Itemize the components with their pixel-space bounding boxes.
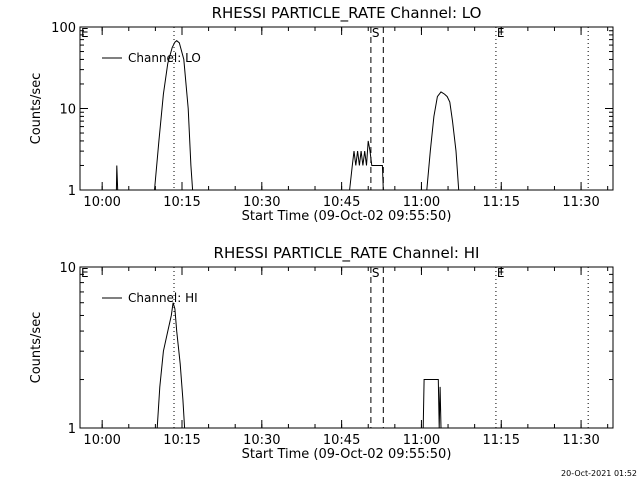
series-line bbox=[115, 40, 460, 191]
x-tick-label: 10:30 bbox=[243, 195, 280, 210]
y-axis-label: Counts/sec bbox=[29, 312, 44, 384]
y-tick-label: 100 bbox=[51, 21, 76, 36]
y-tick-label: 1 bbox=[68, 184, 76, 199]
legend-entry: Channel: LO bbox=[128, 51, 201, 65]
y-axis-label: Counts/sec bbox=[29, 73, 44, 145]
x-tick-label: 11:15 bbox=[483, 433, 520, 448]
chart-title: RHESSI PARTICLE_RATE Channel: LO bbox=[212, 4, 482, 23]
x-axis-label: Start Time (09-Oct-02 09:55:50) bbox=[242, 447, 452, 462]
y-tick-label: 1 bbox=[68, 422, 76, 437]
x-tick-label: 11:00 bbox=[403, 195, 440, 210]
chart-title: RHESSI PARTICLE_RATE Channel: HI bbox=[214, 244, 480, 263]
x-tick-label: 10:45 bbox=[323, 195, 360, 210]
y-tick-label: 10 bbox=[59, 103, 76, 118]
event-marker-label: S bbox=[372, 26, 380, 40]
series-line bbox=[156, 302, 442, 429]
x-tick-label: 10:30 bbox=[243, 433, 280, 448]
chart-panel-hi: RHESSI PARTICLE_RATE Channel: HI 1 10 Count… bbox=[29, 244, 614, 462]
x-tick-label: 11:15 bbox=[483, 195, 520, 210]
legend-entry: Channel: HI bbox=[128, 291, 198, 305]
event-marker-label: E bbox=[81, 26, 89, 40]
event-marker-label: E bbox=[497, 266, 505, 280]
x-tick-label: 10:00 bbox=[83, 433, 120, 448]
chart-panel-lo: RHESSI PARTICLE_RATE Channel: LO 1 10 100 Co… bbox=[29, 4, 614, 224]
x-tick-label: 10:15 bbox=[163, 195, 200, 210]
event-marker-label: S bbox=[372, 266, 380, 280]
generation-timestamp: 20-Oct-2021 01:52 bbox=[561, 469, 637, 478]
y-tick-label: 10 bbox=[59, 261, 76, 276]
x-tick-label: 11:30 bbox=[562, 195, 599, 210]
event-marker-label: E bbox=[497, 26, 505, 40]
x-tick-label: 11:30 bbox=[562, 433, 599, 448]
x-axis-label: Start Time (09-Oct-02 09:55:50) bbox=[242, 209, 452, 224]
event-marker-label: E bbox=[81, 266, 89, 280]
x-tick-label: 10:15 bbox=[163, 433, 200, 448]
x-tick-label: 10:45 bbox=[323, 433, 360, 448]
x-tick-label: 10:00 bbox=[83, 195, 120, 210]
x-tick-label: 11:00 bbox=[403, 433, 440, 448]
